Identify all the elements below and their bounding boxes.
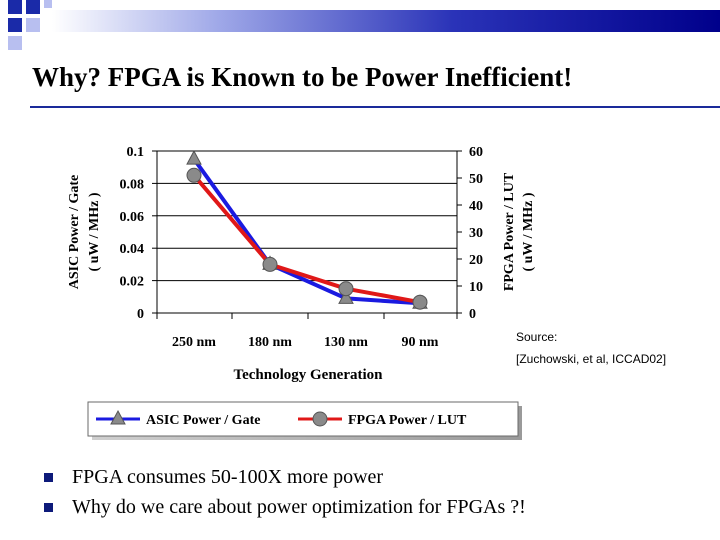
y-left-tick-label: 0.04 [120, 242, 145, 257]
bullet-text: FPGA consumes 50-100X more power [72, 466, 384, 488]
asic-data-point [186, 150, 202, 165]
x-axis-label: Technology Generation [233, 367, 383, 383]
y-left-tick-label: 0.08 [120, 177, 145, 192]
x-tick-label: 180 nm [248, 335, 292, 350]
y-right-tick-label: 30 [469, 226, 483, 241]
legend-asic-label: ASIC Power / Gate [146, 413, 260, 428]
y-right-tick-label: 10 [469, 280, 483, 295]
legend-asic-marker [110, 409, 126, 425]
x-tick-label: 250 nm [172, 335, 216, 350]
legend-fpga-marker [312, 411, 328, 427]
fpga-data-point [412, 294, 428, 310]
y-right-label: FPGA Power / LUT [502, 172, 517, 291]
bullet-text: Why do we care about power optimization … [72, 496, 526, 518]
asic-data-point [338, 289, 354, 304]
y-right-tick-label: 0 [469, 307, 476, 322]
square-bullet-icon [44, 503, 53, 512]
y-left-tick-label: 0.02 [120, 275, 145, 290]
x-tick-label: 90 nm [402, 335, 439, 350]
y-left-tick-label: 0.1 [127, 145, 145, 160]
square-bullet-icon [44, 473, 53, 482]
y-left-unit: ( uW / MHz ) [87, 192, 102, 271]
y-right-unit: ( uW / MHz ) [521, 192, 536, 271]
fpga-data-point [262, 256, 278, 272]
y-left-tick-label: 0 [137, 307, 144, 322]
list-item: FPGA consumes 50-100X more power [40, 462, 526, 492]
power-chart: ASIC Power / Gate ( uW / MHz ) FPGA Powe… [67, 145, 536, 440]
chart-legend: ASIC Power / Gate FPGA Power / LUT [87, 401, 522, 440]
fpga-series-line [192, 174, 421, 305]
y-right-tick-label: 60 [469, 145, 483, 160]
y-left-label: ASIC Power / Gate [67, 175, 82, 289]
title-divider [30, 106, 720, 108]
page-title: Why? FPGA is Known to be Power Inefficie… [32, 62, 573, 92]
legend-fpga-label: FPGA Power / LUT [348, 413, 467, 428]
asic-series-line [192, 157, 421, 306]
header-gradient-bar [52, 10, 720, 32]
list-item: Why do we care about power optimization … [40, 492, 526, 522]
corner-decoration [8, 0, 52, 50]
x-tick-label: 130 nm [324, 335, 368, 350]
bullet-list: FPGA consumes 50-100X more power Why do … [40, 462, 526, 522]
y-right-tick-label: 20 [469, 253, 483, 268]
y-right-tick-label: 50 [469, 172, 483, 187]
source-reference: [Zuchowski, et al, ICCAD02] [516, 352, 667, 366]
source-citation: Source: [Zuchowski, et al, ICCAD02] [516, 326, 666, 370]
source-label: Source: [516, 330, 558, 344]
fpga-data-point [338, 281, 354, 297]
y-right-tick-label: 40 [469, 199, 483, 214]
fpga-data-point [186, 167, 202, 183]
y-left-tick-label: 0.06 [120, 210, 145, 225]
